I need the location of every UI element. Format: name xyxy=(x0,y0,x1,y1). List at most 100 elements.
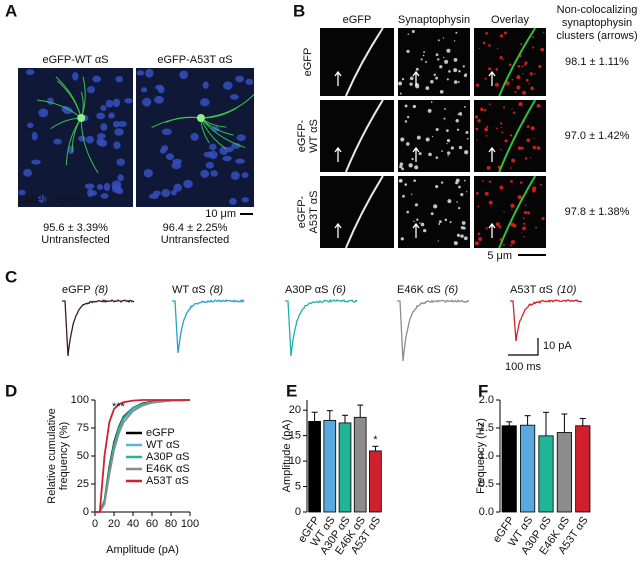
scale-bar xyxy=(508,338,539,356)
punctum xyxy=(443,117,446,120)
punctum xyxy=(524,157,528,160)
punctum xyxy=(458,69,461,73)
punctum xyxy=(510,239,516,245)
nucleus xyxy=(199,98,210,107)
neurite xyxy=(200,94,255,119)
punctum xyxy=(521,232,523,234)
punctum xyxy=(523,211,528,215)
punctum xyxy=(398,81,403,86)
trace-n: (6) xyxy=(445,284,459,296)
soma xyxy=(196,114,205,122)
punctum xyxy=(404,183,408,186)
nucleus xyxy=(100,123,108,131)
bar xyxy=(323,419,337,513)
scale-label: 5 μm xyxy=(487,250,512,262)
punctum xyxy=(503,31,507,35)
punctum xyxy=(402,194,405,198)
punctum xyxy=(519,181,523,184)
punctum xyxy=(457,113,460,116)
punctum xyxy=(520,146,524,150)
neurite xyxy=(498,27,537,97)
nucleus xyxy=(145,68,154,78)
punctum xyxy=(420,58,423,61)
annotation: * xyxy=(373,434,378,446)
punctum xyxy=(456,128,460,131)
nucleus xyxy=(155,84,164,90)
nucleus xyxy=(124,98,133,104)
punctum xyxy=(453,58,458,62)
arrow xyxy=(412,146,420,162)
nucleus xyxy=(23,168,33,177)
y-tick-label: 0 xyxy=(295,506,301,518)
punctum xyxy=(474,241,479,246)
nucleus xyxy=(31,131,38,141)
trace-n: (8) xyxy=(210,284,224,296)
trace-name: WT αS xyxy=(172,284,206,296)
punctum xyxy=(476,192,479,195)
nucleus xyxy=(115,76,123,83)
punctum xyxy=(518,102,523,107)
trace-label: A53T αS (10) xyxy=(510,284,577,296)
trace xyxy=(397,299,470,362)
punctum xyxy=(526,138,531,143)
punctum xyxy=(412,104,416,109)
y-axis-label: frequency (%) xyxy=(58,422,70,490)
y-tick-label: 25 xyxy=(77,478,89,490)
punctum xyxy=(528,83,530,85)
punctum xyxy=(439,89,444,94)
punctum xyxy=(461,221,466,225)
punctum xyxy=(522,72,524,75)
punctum xyxy=(488,200,493,205)
punctum xyxy=(486,165,491,170)
nucleus xyxy=(200,169,210,178)
punctum xyxy=(453,241,458,246)
punctum xyxy=(446,48,451,53)
caption: Untransfected xyxy=(41,234,109,246)
row-label: eGFP- xyxy=(296,119,308,152)
x-tick-label: 60 xyxy=(146,518,158,530)
punctum xyxy=(457,81,460,83)
punctum xyxy=(439,65,443,69)
punctum xyxy=(400,137,405,142)
neurite xyxy=(498,175,537,249)
punctum xyxy=(422,54,425,57)
nucleus xyxy=(116,158,126,166)
micrograph xyxy=(474,28,546,96)
punctum xyxy=(510,203,515,208)
trace-label: eGFP (8) xyxy=(62,284,109,296)
cumulative-line xyxy=(95,399,191,513)
row-label: eGFP xyxy=(302,48,314,77)
punctum xyxy=(460,226,465,230)
punctum xyxy=(540,183,543,186)
bar xyxy=(556,432,572,513)
punctum xyxy=(486,125,489,129)
punctum xyxy=(430,212,434,216)
punctum xyxy=(448,70,451,73)
nucleus xyxy=(229,197,237,205)
punctum xyxy=(455,119,459,123)
punctum xyxy=(447,199,452,204)
arrow xyxy=(412,222,420,238)
punctum xyxy=(456,201,458,203)
result-header: Non-colocalizing xyxy=(557,4,638,16)
punctum xyxy=(404,120,408,123)
punctum xyxy=(416,218,419,221)
punctum xyxy=(440,181,444,184)
trace-name: A53T αS xyxy=(510,284,553,296)
punctum xyxy=(405,142,410,146)
punctum xyxy=(404,104,408,108)
punctum xyxy=(411,157,414,161)
row-label: WT αS xyxy=(308,119,320,153)
punctum xyxy=(464,73,468,76)
neurite xyxy=(498,99,537,173)
punctum xyxy=(430,79,434,84)
punctum xyxy=(450,146,454,150)
bar xyxy=(369,450,382,513)
punctum xyxy=(488,103,491,106)
legend-label: E46K αS xyxy=(146,463,190,475)
punctum xyxy=(504,139,508,143)
punctum xyxy=(459,113,463,116)
nucleus xyxy=(190,132,199,141)
nucleus xyxy=(171,162,182,170)
punctum xyxy=(437,39,440,42)
